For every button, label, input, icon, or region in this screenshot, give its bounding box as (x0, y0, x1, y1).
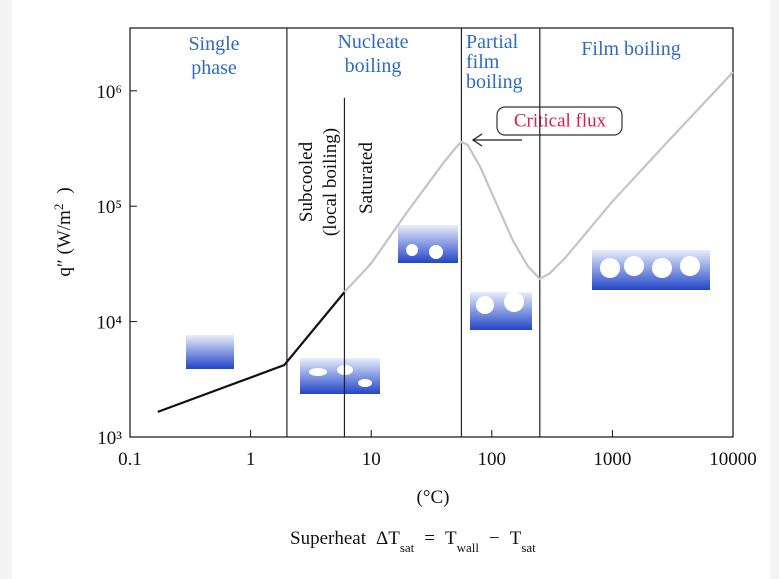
axis-label-part: wall (457, 540, 480, 555)
axis-label-part: 2 (51, 204, 66, 211)
x-tick-label: 10 (362, 449, 381, 470)
x-tick-label: 1000 (593, 449, 631, 470)
y-tick-label: 10³ (97, 428, 122, 449)
axis-label-part: T (445, 528, 457, 549)
region-label: Single (188, 33, 239, 55)
axis-label: q″ (W/m2) (51, 187, 76, 276)
region-label: film (466, 51, 500, 73)
y-tick-label: 10⁵ (96, 197, 122, 218)
axis-label-part: q″ (W/m (54, 210, 75, 277)
region-label: boiling (466, 71, 523, 93)
axis-label-part: ΔT (376, 528, 400, 549)
annotation-box (496, 106, 623, 136)
illustrations (186, 225, 710, 394)
region-label: Nucleate (337, 31, 408, 53)
region-label: phase (191, 57, 237, 79)
axis-label-part: T (510, 528, 522, 549)
axis-label-part: − (489, 528, 500, 549)
y-tick-label: 10⁶ (96, 82, 122, 103)
axis-label-part: sat (400, 540, 415, 555)
axis-label: Superheat ΔTsat = Twall − Tsat (290, 528, 536, 555)
plot-frame (129, 27, 734, 438)
annotation: Critical flux (514, 110, 607, 131)
region-label: Partial (466, 31, 519, 53)
y-tick-label: 10⁴ (96, 313, 122, 334)
sub-region-label: Saturated (356, 142, 377, 214)
x-tick-label: 10000 (709, 449, 757, 470)
region-label: Film boiling (581, 38, 680, 60)
curve (157, 291, 346, 413)
sub-region-label: (local boiling) (320, 128, 341, 236)
curve (343, 71, 734, 293)
axis-label-part: Superheat (290, 528, 367, 549)
x-tick-label: 100 (478, 449, 507, 470)
x-tick-label: 0.1 (118, 449, 142, 470)
axis-label-part: sat (521, 540, 536, 555)
region-label: boiling (345, 55, 402, 77)
axis-label-part: ) (54, 187, 75, 193)
sub-region-label: Subcooled (296, 141, 317, 222)
axis-label-part: = (424, 528, 435, 549)
x-unit: (°C) (417, 487, 450, 508)
x-tick-label: 1 (246, 449, 256, 470)
arrow-head (471, 133, 483, 147)
